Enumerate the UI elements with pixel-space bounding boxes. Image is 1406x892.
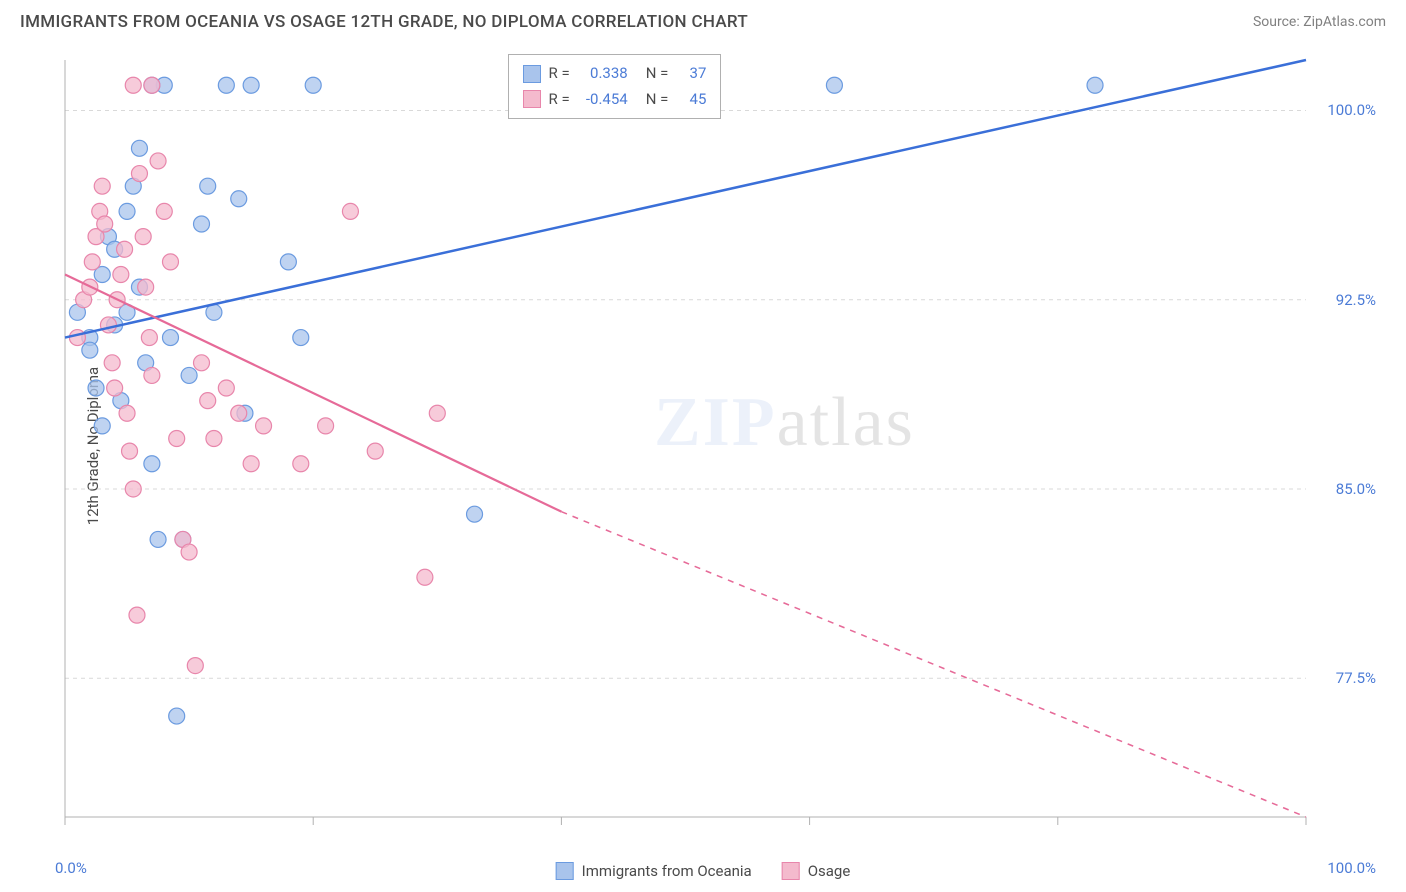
legend-item: Immigrants from Oceania <box>556 862 752 880</box>
y-tick-label: 100.0% <box>1327 101 1376 119</box>
legend-item: Osage <box>782 862 851 880</box>
stats-n-label: N = <box>646 87 669 113</box>
stats-n-label: N = <box>646 61 669 87</box>
chart-area: R = 0.338 N = 37 R = -0.454 N = 45 ZIPat… <box>55 50 1386 842</box>
correlation-stats-box: R = 0.338 N = 37 R = -0.454 N = 45 <box>508 54 722 119</box>
stats-swatch <box>523 90 541 108</box>
y-tick-label: 77.5% <box>1336 669 1376 687</box>
legend-label: Osage <box>808 862 851 880</box>
y-tick-label: 85.0% <box>1336 480 1376 498</box>
stats-n-value: 37 <box>676 61 706 87</box>
chart-title: IMMIGRANTS FROM OCEANIA VS OSAGE 12TH GR… <box>20 12 748 32</box>
stats-row: R = -0.454 N = 45 <box>523 87 707 113</box>
x-axis-max-label: 100.0% <box>1327 859 1376 877</box>
stats-r-label: R = <box>549 61 570 87</box>
stats-swatch <box>523 65 541 83</box>
x-axis-min-label: 0.0% <box>55 859 87 877</box>
stats-r-label: R = <box>549 87 570 113</box>
stats-r-value: 0.338 <box>578 61 628 87</box>
chart-header: IMMIGRANTS FROM OCEANIA VS OSAGE 12TH GR… <box>0 0 1406 40</box>
legend-label: Immigrants from Oceania <box>582 862 752 880</box>
legend-swatch <box>782 862 800 880</box>
chart-source: Source: ZipAtlas.com <box>1253 14 1386 30</box>
y-tick-label: 92.5% <box>1336 291 1376 309</box>
stats-r-value: -0.454 <box>578 87 628 113</box>
legend-swatch <box>556 862 574 880</box>
stats-n-value: 45 <box>676 87 706 113</box>
scatter-plot-svg <box>55 50 1386 842</box>
series-legend: Immigrants from Oceania Osage <box>556 862 851 880</box>
stats-row: R = 0.338 N = 37 <box>523 61 707 87</box>
